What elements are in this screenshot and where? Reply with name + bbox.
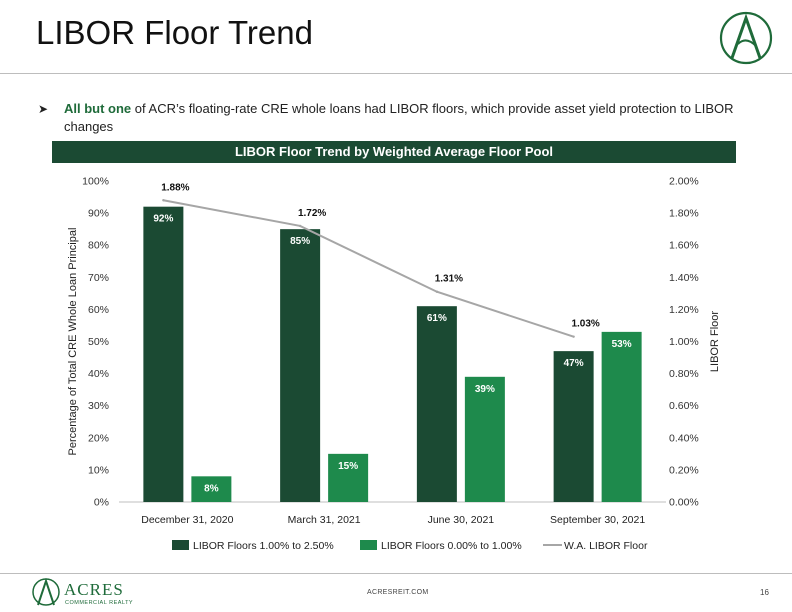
- page-title: LIBOR Floor Trend: [36, 14, 313, 51]
- acres-logo-icon: [719, 11, 773, 65]
- y2-tick-label: 1.00%: [669, 336, 699, 348]
- arrow-bullet-icon: ➤: [38, 102, 49, 116]
- y2-tick-label: 0.00%: [669, 497, 699, 509]
- legend-label: W.A. LIBOR Floor: [564, 540, 648, 552]
- y2-tick-label: 0.40%: [669, 432, 699, 444]
- bar: [601, 331, 642, 502]
- y2-tick-label: 0.60%: [669, 400, 699, 412]
- libor-floor-chart: 0% 10% 20% 30% 40% 50% 60% 70% 80% 90% 100% 0.00% 0.…: [67, 176, 721, 553]
- bar-data-label: 47%: [564, 358, 584, 369]
- footer-logo: ACRES COMMERCIAL REALTY: [32, 577, 133, 606]
- line-point: [298, 224, 302, 228]
- line-data-label: 1.31%: [435, 274, 463, 285]
- y-tick-label: 60%: [88, 304, 109, 316]
- footer-logo-subtext: COMMERCIAL REALTY: [65, 600, 133, 606]
- bar-data-label: 39%: [475, 384, 495, 395]
- y2-tick-label: 0.20%: [669, 464, 699, 476]
- bar-data-label: 8%: [204, 483, 219, 494]
- y-tick-label: 30%: [88, 400, 109, 412]
- x-tick-label: September 30, 2021: [550, 514, 645, 526]
- y-tick-label: 0%: [94, 497, 109, 509]
- x-tick-label: June 30, 2021: [428, 514, 495, 526]
- x-tick-label: March 31, 2021: [288, 514, 361, 526]
- bar-data-label: 85%: [290, 236, 310, 247]
- footer-divider: [0, 573, 792, 574]
- line-data-label: 1.72%: [298, 208, 326, 219]
- bullet-rest: of ACR’s floating-rate CRE whole loans h…: [64, 101, 734, 134]
- y2-tick-label: 2.00%: [669, 176, 699, 188]
- y-tick-label: 20%: [88, 432, 109, 444]
- bar-data-label: 15%: [338, 461, 358, 472]
- y-tick-label: 90%: [88, 208, 109, 220]
- y-tick-label: 70%: [88, 272, 109, 284]
- bar-data-label: 92%: [153, 214, 173, 225]
- y-axis-title: Percentage of Total CRE Whole Loan Princ…: [67, 228, 79, 456]
- line-data-label: 1.88%: [161, 182, 189, 193]
- y2-tick-label: 1.40%: [669, 272, 699, 284]
- bar: [191, 476, 232, 502]
- bullet-lead: All but one: [64, 101, 132, 116]
- line-data-label: 1.03%: [571, 319, 599, 330]
- legend-label: LIBOR Floors 1.00% to 2.50%: [193, 540, 334, 552]
- bar: [143, 206, 184, 502]
- footer-url: ACRESREIT.COM: [367, 589, 429, 596]
- y-tick-label: 40%: [88, 368, 109, 380]
- y2-tick-label: 1.20%: [669, 304, 699, 316]
- bullet-text: All but one of ACR’s floating-rate CRE w…: [64, 100, 764, 136]
- y-tick-label: 100%: [82, 176, 109, 188]
- bar-data-label: 61%: [427, 313, 447, 324]
- title-divider: [0, 73, 792, 74]
- y2-tick-label: 1.80%: [669, 208, 699, 220]
- footer-logo-icon: [32, 577, 60, 606]
- legend-swatch: [172, 540, 189, 550]
- y-tick-label: 50%: [88, 336, 109, 348]
- line-point: [162, 199, 165, 202]
- legend-swatch: [360, 540, 377, 550]
- y2-tick-label: 0.80%: [669, 368, 699, 380]
- y-tick-label: 80%: [88, 240, 109, 252]
- y2-tick-label: 1.60%: [669, 240, 699, 252]
- y2-axis-title: LIBOR Floor: [709, 311, 721, 372]
- bar: [416, 306, 457, 502]
- bar: [328, 453, 369, 502]
- bar: [464, 376, 505, 502]
- page-number: 16: [760, 588, 769, 597]
- bar: [280, 229, 321, 502]
- bar: [553, 351, 594, 502]
- x-tick-label: December 31, 2020: [141, 514, 233, 526]
- line-point: [572, 335, 575, 338]
- wa-libor-floor-line: [163, 199, 574, 338]
- chart-banner: LIBOR Floor Trend by Weighted Average Fl…: [52, 141, 736, 163]
- bar-data-label: 53%: [612, 339, 632, 350]
- y-tick-label: 10%: [88, 464, 109, 476]
- legend-label: LIBOR Floors 0.00% to 1.00%: [381, 540, 522, 552]
- footer-logo-text: ACRES: [64, 580, 124, 599]
- line-point: [435, 290, 439, 293]
